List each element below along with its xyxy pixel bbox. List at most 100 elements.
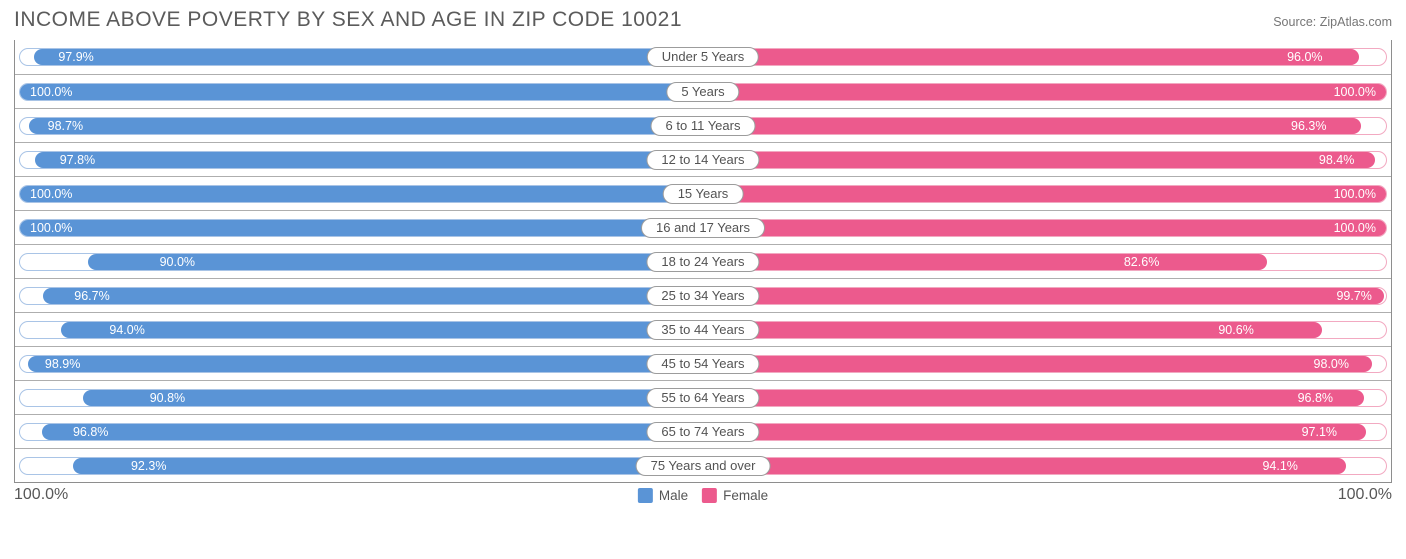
male-value: 97.8% [50,153,95,167]
female-half: 97.1% [703,415,1391,448]
male-half: 100.0% [15,75,703,108]
male-bar: 96.8% [42,424,702,440]
legend-swatch [638,488,653,503]
male-half: 97.8% [15,143,703,176]
female-value: 90.6% [1218,323,1263,337]
female-bar: 100.0% [704,84,1386,100]
male-bar: 94.0% [61,322,702,338]
chart-title: INCOME ABOVE POVERTY BY SEX AND AGE IN Z… [14,8,682,32]
male-half: 94.0% [15,313,703,346]
chart-row: 100.0% 100.0% 15 Years [15,176,1391,210]
age-group-label: 25 to 34 Years [646,286,759,306]
legend-label: Female [723,488,768,503]
male-half: 98.7% [15,109,703,142]
female-value: 98.4% [1319,153,1364,167]
male-bar: 92.3% [73,458,702,474]
age-group-label: 15 Years [663,184,744,204]
chart-row: 100.0%100.0%16 and 17 Years [15,210,1391,244]
chart-footer: 100.0% MaleFemale 100.0% [14,483,1392,507]
female-half: 99.7% [703,279,1391,312]
female-half: 100.0% [703,211,1391,244]
female-value: 99.7% [1336,289,1381,303]
chart-row: 97.9%96.0%Under 5 Years [15,40,1391,74]
female-half: 96.3% [703,109,1391,142]
legend-item: Male [638,488,688,503]
chart-row: 97.8% 98.4% 12 to 14 Years [15,142,1391,176]
chart-row: 98.7% 96.3% 6 to 11 Years [15,108,1391,142]
male-value: 100.0% [20,187,72,201]
male-value: 90.8% [140,391,185,405]
male-bar: 97.8% [35,152,702,168]
female-bar: 82.6% [704,254,1267,270]
female-value: 100.0% [1334,221,1386,235]
age-group-label: 18 to 24 Years [646,252,759,272]
female-half: 98.4% [703,143,1391,176]
female-bar: 100.0% [704,186,1386,202]
male-bar: 96.7% [43,288,702,304]
male-bar: 97.9% [34,49,702,65]
female-bar: 90.6% [704,322,1322,338]
female-value: 100.0% [1334,187,1386,201]
age-group-label: 12 to 14 Years [646,150,759,170]
female-half: 100.0% [703,75,1391,108]
female-value: 96.8% [1298,391,1343,405]
male-half: 97.9% [15,40,703,74]
male-bar: 90.0% [88,254,702,270]
female-half: 96.0% [703,40,1391,74]
male-value: 100.0% [20,221,72,235]
female-bar: 96.0% [704,49,1359,65]
male-bar: 98.7% [29,118,702,134]
chart-row: 90.8% 96.8% 55 to 64 Years [15,380,1391,414]
chart-row: 96.7% 99.7% 25 to 34 Years [15,278,1391,312]
female-value: 100.0% [1334,85,1386,99]
male-half: 90.8% [15,381,703,414]
male-bar: 100.0% [20,220,702,236]
male-value: 94.0% [99,323,144,337]
male-value: 96.8% [63,425,108,439]
male-half: 90.0% [15,245,703,278]
age-group-label: 65 to 74 Years [646,422,759,442]
male-bar: 100.0% [20,84,702,100]
female-value: 96.3% [1291,119,1336,133]
chart-row: 96.8% 97.1% 65 to 74 Years [15,414,1391,448]
female-half: 100.0% [703,177,1391,210]
age-group-label: 45 to 54 Years [646,354,759,374]
age-group-label: 75 Years and over [636,456,771,476]
chart-row: 100.0%100.0%5 Years [15,74,1391,108]
male-bar: 100.0% [20,186,702,202]
female-bar: 98.4% [704,152,1375,168]
female-bar: 97.1% [704,424,1366,440]
male-half: 98.9% [15,347,703,380]
chart-row: 98.9% 98.0% 45 to 54 Years [15,346,1391,380]
age-group-label: 6 to 11 Years [651,116,756,136]
female-value: 94.1% [1262,459,1307,473]
chart-row: 94.0% 90.6% 35 to 44 Years [15,312,1391,346]
axis-right-label: 100.0% [1338,486,1392,504]
female-value: 82.6% [1124,255,1169,269]
female-bar: 99.7% [704,288,1384,304]
age-group-label: 35 to 44 Years [646,320,759,340]
female-value: 97.1% [1302,425,1347,439]
legend-label: Male [659,488,688,503]
male-value: 90.0% [150,255,195,269]
female-half: 96.8% [703,381,1391,414]
legend-swatch [702,488,717,503]
male-half: 100.0% [15,177,703,210]
male-bar: 90.8% [83,390,702,406]
male-value: 98.7% [38,119,83,133]
legend-item: Female [702,488,768,503]
female-value: 98.0% [1314,357,1359,371]
chart-source: Source: ZipAtlas.com [1273,15,1392,29]
male-value: 98.9% [35,357,80,371]
chart-header: INCOME ABOVE POVERTY BY SEX AND AGE IN Z… [14,8,1392,32]
male-value: 97.9% [48,50,93,64]
female-bar: 98.0% [704,356,1372,372]
age-group-label: 55 to 64 Years [646,388,759,408]
female-bar: 94.1% [704,458,1346,474]
female-half: 82.6% [703,245,1391,278]
age-group-label: 5 Years [666,82,739,102]
diverging-bar-chart: 97.9%96.0%Under 5 Years100.0%100.0%5 Yea… [14,40,1392,483]
female-half: 90.6% [703,313,1391,346]
female-half: 98.0% [703,347,1391,380]
male-half: 96.7% [15,279,703,312]
